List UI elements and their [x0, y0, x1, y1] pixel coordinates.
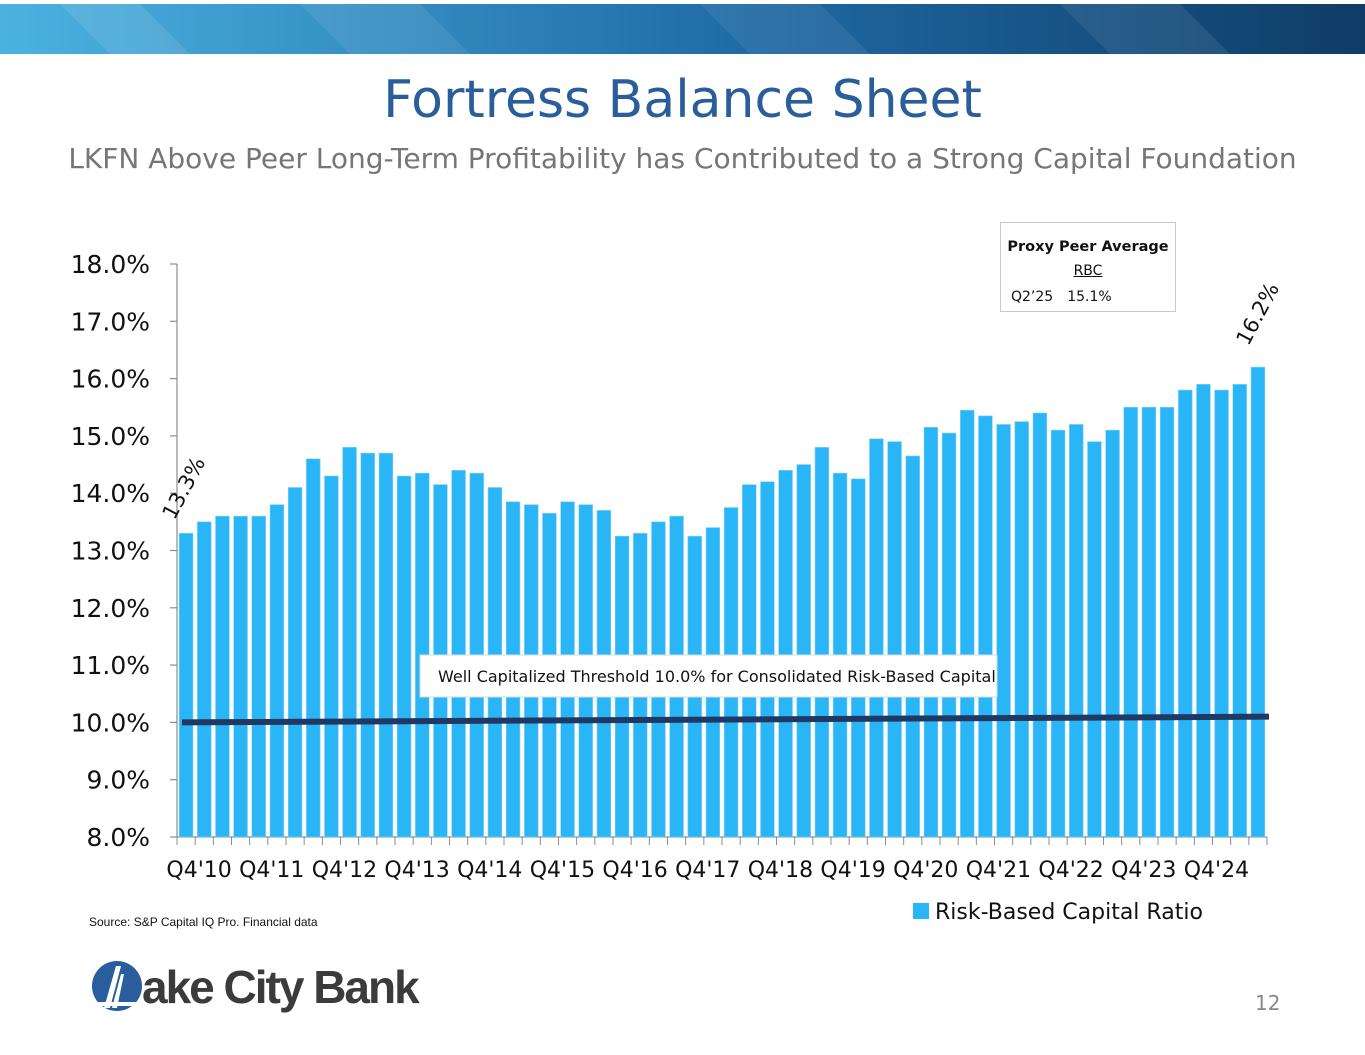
bar [324, 475, 339, 838]
bar [1178, 389, 1193, 838]
bar [378, 452, 394, 838]
y-tick-label: 8.0% [86, 823, 150, 852]
source-note: Source: S&P Capital IQ Pro. Financial da… [89, 915, 318, 929]
last-value-annotation: 16.2% [1231, 279, 1284, 349]
bar [287, 487, 303, 838]
y-tick-label: 16.0% [71, 365, 150, 394]
bar [1014, 421, 1029, 838]
bar [342, 447, 357, 838]
y-tick-label: 17.0% [71, 307, 150, 336]
risk-based-capital-chart: 8.0% 9.0% 10.0% 11.0% 12.0% 13.0% 14.0% 15.0% 16… [71, 250, 1284, 883]
slide-subtitle: LKFN Above Peer Long-Term Profitability … [68, 142, 1297, 175]
y-tick-label: 10.0% [71, 708, 150, 737]
proxy-peer-average-box: Proxy Peer Average RBC Q2’25 15.1% [1000, 222, 1176, 312]
top-banner [0, 4, 1365, 54]
bar [197, 521, 212, 838]
bar [1105, 429, 1120, 838]
bar [1141, 406, 1157, 838]
bar [941, 432, 957, 838]
bar [978, 415, 993, 838]
bar [1196, 384, 1211, 838]
x-tick-label: Q4'15 [530, 858, 595, 883]
lake-city-bank-logo: ake City Bank [90, 958, 420, 1018]
y-tick-label: 18.0% [71, 250, 150, 279]
y-tick-label: 12.0% [71, 594, 150, 623]
page-number: 12 [1255, 991, 1281, 1015]
peer-box-value: 15.1% [1067, 289, 1112, 305]
x-tick-label: Q4'22 [1038, 858, 1103, 883]
bar [178, 533, 194, 838]
x-tick-label: Q4'23 [1111, 858, 1176, 883]
y-tick-label: 15.0% [71, 422, 150, 451]
threshold-label-box [419, 654, 998, 698]
bar [1232, 384, 1247, 838]
bar [233, 515, 248, 838]
slide-title: Fortress Balance Sheet [383, 70, 982, 130]
peer-box-period: Q2’25 [1011, 289, 1054, 305]
peer-box-title: Proxy Peer Average [1007, 239, 1169, 255]
bar [778, 469, 793, 838]
logo-mark-icon [92, 961, 142, 1011]
bar [796, 464, 811, 838]
y-tick-label: 14.0% [71, 479, 150, 508]
x-tick-label: Q4'21 [966, 858, 1031, 883]
bar [1032, 412, 1048, 838]
bar [1050, 429, 1066, 838]
legend-swatch [913, 903, 929, 919]
x-tick-label: Q4'10 [166, 858, 231, 883]
x-tick-label: Q4'13 [384, 858, 449, 883]
x-tick-label: Q4'20 [893, 858, 958, 883]
logo-text: ake City Bank [142, 961, 420, 1013]
x-tick-label: Q4'19 [820, 858, 885, 883]
bar [1250, 366, 1266, 838]
y-tick-label: 11.0% [71, 651, 150, 680]
y-tick-label: 13.0% [71, 537, 150, 566]
bar [869, 438, 884, 838]
bar [887, 441, 902, 838]
legend-label: Risk-Based Capital Ratio [935, 900, 1203, 925]
bar [1159, 406, 1175, 838]
peer-box-subtitle: RBC [1073, 263, 1103, 279]
x-tick-label: Q4'14 [457, 858, 522, 883]
bar [1069, 424, 1084, 838]
x-tick-label: Q4'18 [748, 858, 813, 883]
bar [269, 504, 285, 838]
bar [923, 427, 939, 838]
x-tick-label: Q4'12 [312, 858, 377, 883]
x-tick-label: Q4'11 [239, 858, 304, 883]
threshold-line [181, 713, 1270, 726]
bar [306, 458, 321, 838]
bar [451, 469, 466, 838]
bar [215, 515, 230, 838]
bar [360, 452, 375, 838]
first-value-annotation: 13.3% [158, 453, 211, 523]
bar [1123, 406, 1138, 838]
x-tick-label: Q4'24 [1184, 858, 1249, 883]
bar [905, 455, 920, 838]
bar [251, 515, 266, 838]
bar [960, 409, 975, 838]
y-tick-label: 9.0% [86, 766, 150, 795]
threshold-label: Well Capitalized Threshold 10.0% for Con… [438, 667, 996, 686]
peer-box-row: Q2’25 15.1% [1011, 289, 1112, 305]
x-tick-label: Q4'16 [602, 858, 667, 883]
bar [396, 475, 412, 838]
bar [814, 447, 830, 838]
bar [1087, 441, 1102, 838]
bar [996, 424, 1011, 838]
chart-legend: Risk-Based Capital Ratio [913, 900, 1203, 925]
bar [1214, 389, 1229, 838]
x-tick-label: Q4'17 [675, 858, 740, 883]
